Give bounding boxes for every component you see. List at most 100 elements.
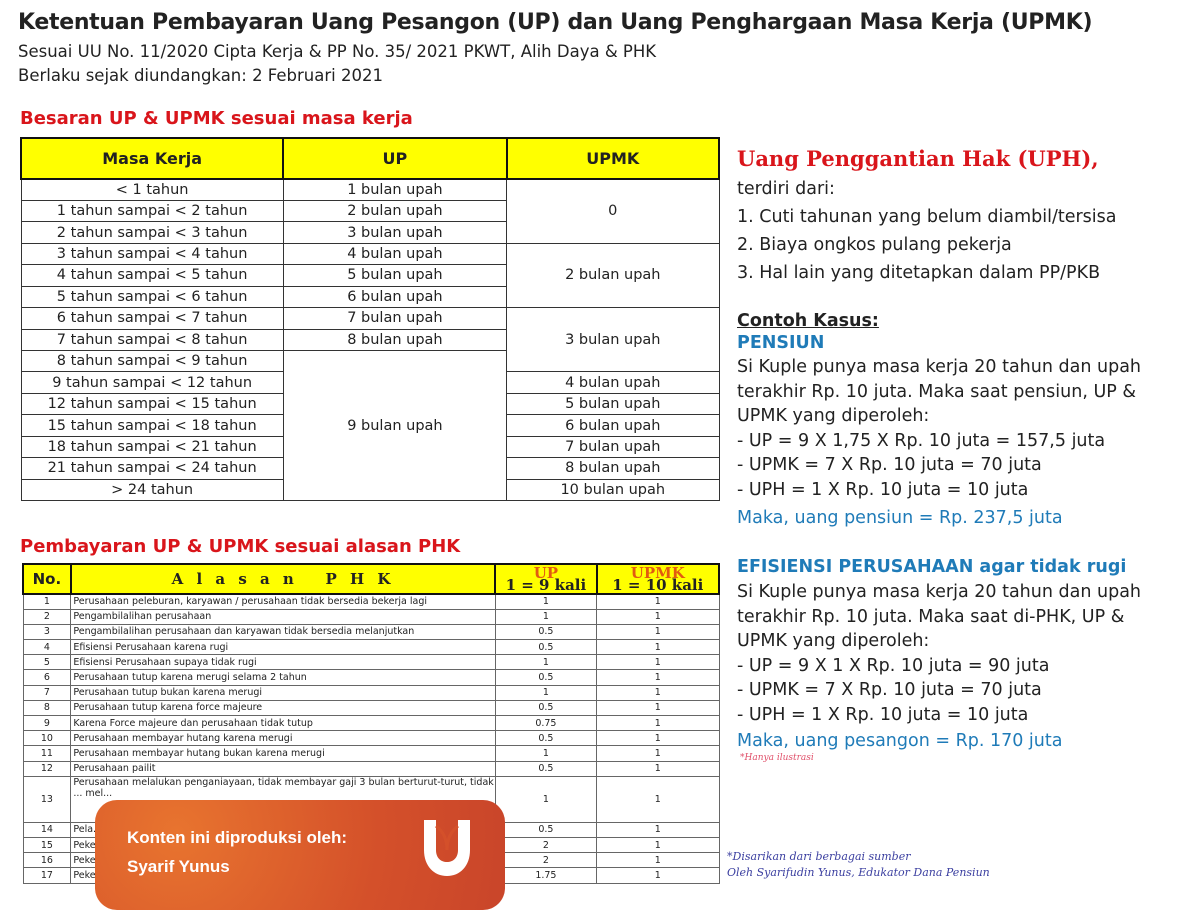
- author-overlay: Konten ini diproduksi oleh: Syarif Yunus: [95, 800, 505, 910]
- col-up-label: UP: [533, 564, 559, 582]
- masa-cell: 1 tahun sampai < 2 tahun: [20, 199, 284, 223]
- table-row: 12 tahun sampai < 15 tahun 5 bulan upah: [20, 392, 720, 416]
- up-cell: 8 bulan upah: [282, 328, 508, 352]
- up-cell: 0.5: [494, 623, 598, 641]
- upmk-cell: 1: [596, 852, 720, 869]
- upmk-cell: 8 bulan upah: [506, 457, 720, 480]
- table-row: > 24 tahun 10 bulan upah: [20, 478, 720, 502]
- up-cell: 1: [494, 745, 598, 762]
- masa-cell: 8 tahun sampai < 9 tahun: [20, 349, 284, 373]
- alasan-cell: Pengambilalihan perusahaan dan karyawan …: [70, 623, 496, 641]
- alasan-cell: Perusahaan tutup karena force majeure: [70, 699, 496, 717]
- up-cell: 1: [494, 684, 598, 701]
- overlay-credit: Konten ini diproduksi oleh:: [127, 828, 348, 847]
- case-line: - UP = 9 X 1,75 X Rp. 10 juta = 157,5 ju…: [737, 430, 1106, 451]
- up-cell: 2: [494, 836, 598, 854]
- upmk-cell: 7 bulan upah: [506, 435, 720, 459]
- col-upmk-label: UPMK: [630, 564, 685, 582]
- up-cell: 7 bulan upah: [282, 307, 508, 330]
- up-cell: 0.75: [494, 714, 598, 732]
- alasan-cell: Karena Force majeure dan perusahaan tida…: [70, 714, 496, 732]
- up-cell: 0.5: [494, 699, 598, 717]
- masa-cell: < 1 tahun: [20, 178, 284, 201]
- upmk-cell: 1: [596, 623, 720, 641]
- upmk-cell: 1: [596, 821, 720, 838]
- uph-title: Uang Penggantian Hak (UPH),: [737, 146, 1099, 171]
- alasan-cell: Perusahaan membayar hutang karena merugi: [70, 730, 496, 747]
- no-cell: 9: [22, 714, 72, 732]
- kasus-title: Contoh Kasus:: [737, 311, 879, 331]
- up-cell: 1: [494, 654, 598, 671]
- case-line: Si Kuple punya masa kerja 20 tahun dan u…: [737, 357, 1142, 377]
- no-cell: 8: [22, 699, 72, 717]
- overlay-author: Syarif Yunus: [127, 857, 230, 876]
- no-cell: 12: [22, 760, 72, 777]
- masa-cell: 21 tahun sampai < 24 tahun: [20, 457, 284, 480]
- col-no: No.: [22, 563, 72, 595]
- upmk-cell: 1: [596, 730, 720, 747]
- no-cell: 2: [22, 608, 72, 625]
- table-row: 18 tahun sampai < 21 tahun 7 bulan upah: [20, 435, 720, 459]
- table-row: 12 Perusahaan pailit 0.5 1: [22, 760, 720, 777]
- footer-source: *Disarikan dari berbagai sumber: [727, 850, 911, 863]
- case-line: - UPMK = 7 X Rp. 10 juta = 70 juta: [737, 680, 1042, 700]
- upmk-cell: 6 bulan upah: [506, 414, 720, 437]
- upmk-cell: 1: [596, 745, 720, 762]
- table-row: 4 tahun sampai < 5 tahun 5 bulan upah: [20, 264, 719, 287]
- masa-cell: 6 tahun sampai < 7 tahun: [20, 307, 284, 330]
- masa-cell: 4 tahun sampai < 5 tahun: [20, 264, 284, 287]
- upmk-cell: 1: [596, 714, 720, 732]
- no-cell: 16: [22, 852, 72, 869]
- table-row: 6 Perusahaan tutup karena merugi selama 2…: [22, 669, 720, 686]
- up-cell: 0.5: [494, 760, 598, 777]
- table-row: 3 tahun sampai < 4 tahun 4 bulan upah 2 bu…: [20, 242, 720, 309]
- table-row: 6 tahun sampai < 7 tahun 7 bulan upah 3 bu…: [20, 307, 720, 373]
- uph-item: 1. Cuti tahunan yang belum diambil/tersi…: [737, 207, 1117, 227]
- case-line: - UP = 9 X 1 X Rp. 10 juta = 90 juta: [737, 655, 1050, 676]
- masa-cell: 5 tahun sampai < 6 tahun: [20, 285, 284, 309]
- ilustrasi-note: *Hanya ilustrasi: [740, 753, 814, 763]
- subtitle-law: Sesuai UU No. 11/2020 Cipta Kerja & PP N…: [18, 42, 657, 61]
- subtitle-date: Berlaku sejak diundangkan: 2 Februari 20…: [18, 66, 383, 85]
- col-masa: Masa Kerja: [19, 137, 285, 180]
- efisiensi-label: EFISIENSI PERUSAHAAN agar tidak rugi: [737, 557, 1127, 577]
- upmk-cell: 1: [596, 608, 720, 625]
- alasan-cell: Pengambilalihan perusahaan: [70, 608, 496, 625]
- table-row: 9 tahun sampai < 12 tahun 4 bulan upah: [20, 371, 720, 394]
- table-row: 7 Perusahaan tutup bukan karena merugi 1 1: [22, 684, 720, 701]
- masa-cell: 7 tahun sampai < 8 tahun: [20, 328, 284, 352]
- no-cell: 10: [22, 730, 72, 747]
- up-cell: 2: [494, 852, 598, 869]
- no-cell: 15: [22, 836, 72, 854]
- up-cell: 4 bulan upah: [282, 242, 508, 266]
- up-cell: 0.5: [494, 669, 598, 686]
- masa-cell: 18 tahun sampai < 21 tahun: [20, 435, 284, 459]
- no-cell: 3: [22, 623, 72, 641]
- masa-cell: > 24 tahun: [20, 478, 284, 502]
- no-cell: 6: [22, 669, 72, 686]
- case-line: terakhir Rp. 10 juta. Maka saat di-PHK, …: [737, 606, 1125, 627]
- case-line: - UPH = 1 X Rp. 10 juta = 10 juta: [737, 704, 1029, 725]
- table-row: 1 tahun sampai < 2 tahun 2 bulan upah: [20, 199, 719, 223]
- no-cell: 17: [22, 867, 72, 884]
- upmk-cell: 1: [596, 684, 720, 701]
- table-row: 1 Perusahaan peleburan, karyawan / perusa…: [22, 593, 720, 610]
- table1-heading: Besaran UP & UPMK sesuai masa kerja: [20, 108, 413, 129]
- up-cell: 0.5: [494, 821, 598, 838]
- col-upmk: UPMK: [505, 137, 721, 180]
- no-cell: 1: [22, 593, 72, 610]
- upmk-cell: 10 bulan upah: [506, 478, 720, 502]
- col-upmk-sub: 1 = 10 kali: [612, 576, 704, 594]
- up-cell: 6 bulan upah: [282, 285, 508, 309]
- table-row: 5 Efisiensi Perusahaan supaya tidak rugi 1…: [22, 654, 720, 671]
- upmk-cell: 1: [596, 593, 720, 610]
- case-line: - UPH = 1 X Rp. 10 juta = 10 juta: [737, 479, 1029, 500]
- up-cell: 9 bulan upah: [282, 349, 508, 502]
- case-line: Si Kuple punya masa kerja 20 tahun dan u…: [737, 582, 1142, 602]
- upmk-cell: 2 bulan upah: [506, 242, 720, 309]
- no-cell: 11: [22, 745, 72, 762]
- up-cell: 0.5: [494, 639, 598, 656]
- pensiun-result: Maka, uang pensiun = Rp. 237,5 juta: [737, 508, 1063, 528]
- masa-cell: 9 tahun sampai < 12 tahun: [20, 371, 284, 394]
- table-row: 7 tahun sampai < 8 tahun 8 bulan upah: [20, 328, 719, 352]
